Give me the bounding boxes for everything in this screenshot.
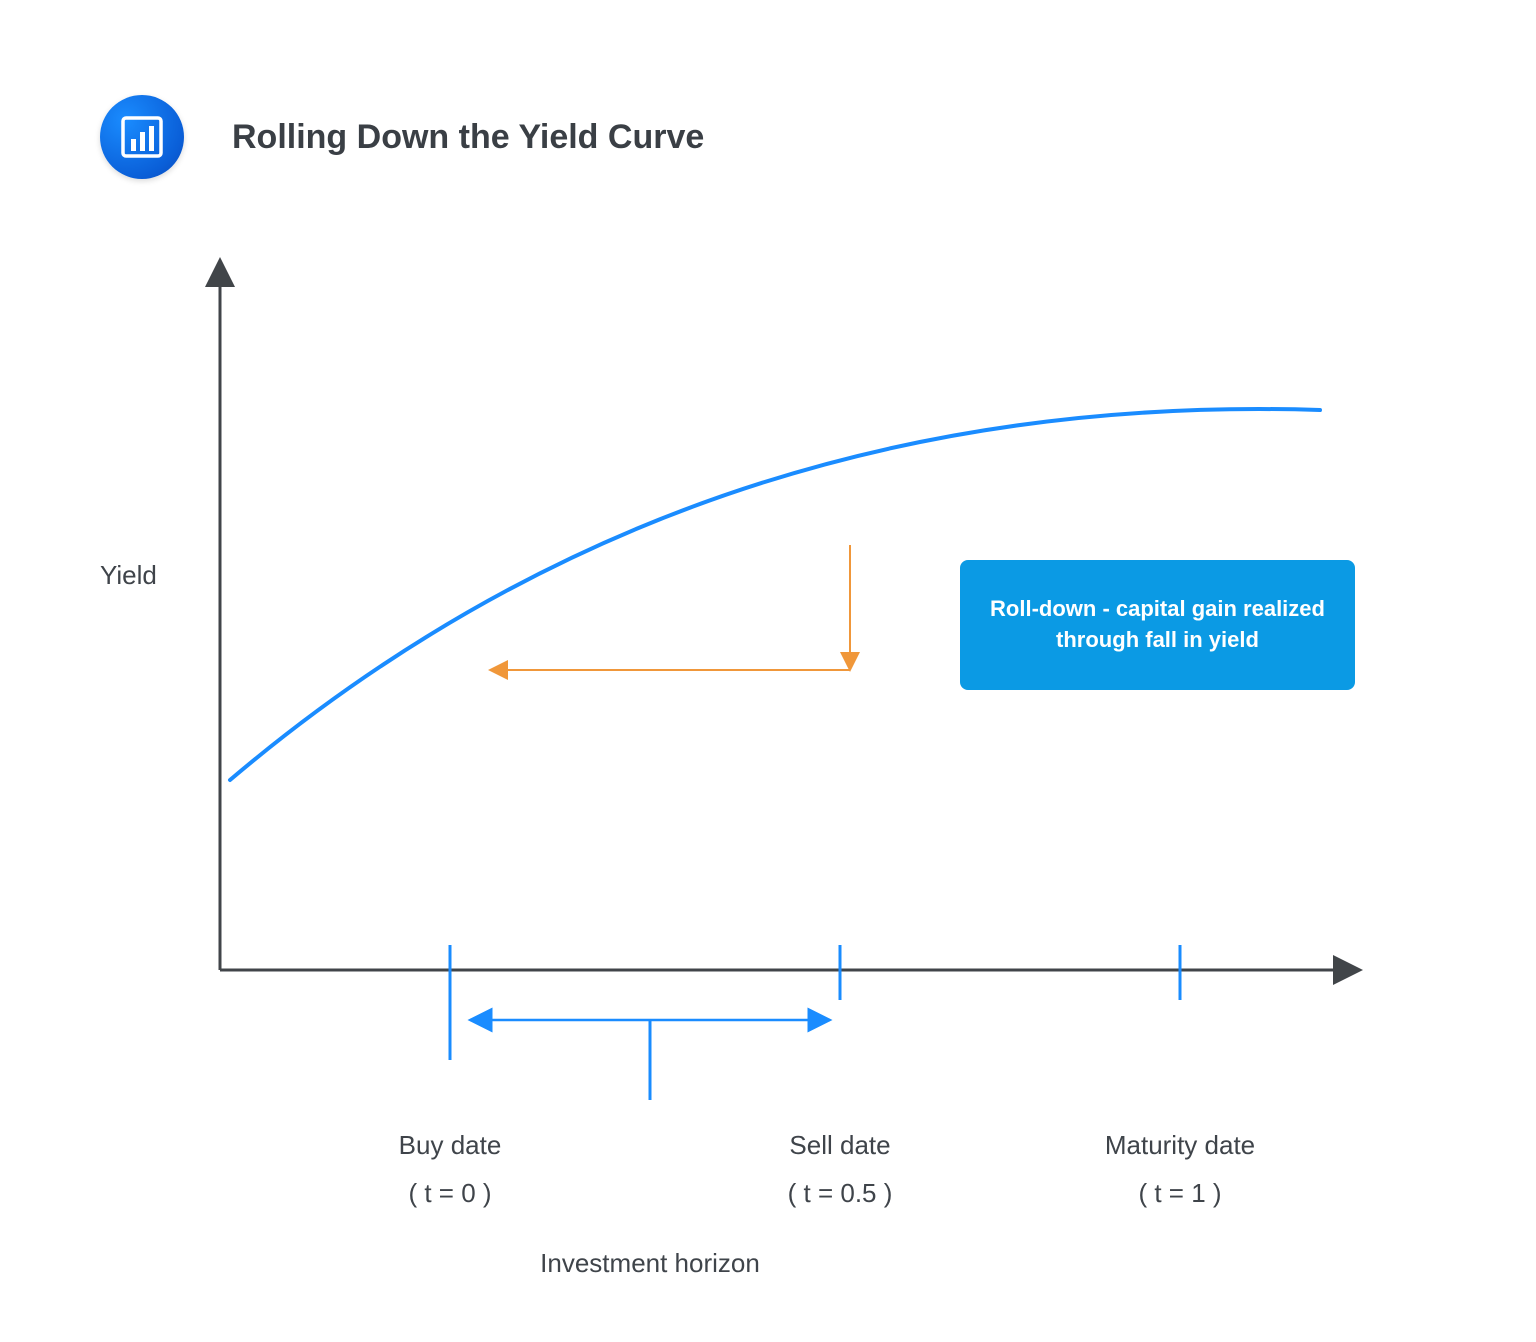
- x-label-buy: Buy date: [399, 1130, 502, 1161]
- x-label-maturity: Maturity date: [1105, 1130, 1255, 1161]
- chart: [90, 230, 1390, 1285]
- bar-chart-icon: [100, 95, 184, 179]
- page: Rolling Down the Yield Curve Yield Roll-…: [0, 0, 1536, 1342]
- x-sublabel-sell: ( t = 0.5 ): [788, 1178, 893, 1209]
- page-title: Rolling Down the Yield Curve: [232, 118, 704, 157]
- callout-text: Roll-down - capital gain realized throug…: [984, 594, 1331, 656]
- x-label-sell: Sell date: [789, 1130, 890, 1161]
- chart-svg: [90, 230, 1390, 1280]
- investment-horizon-label: Investment horizon: [540, 1248, 760, 1279]
- rolldown-callout: Roll-down - capital gain realized throug…: [960, 560, 1355, 690]
- header: Rolling Down the Yield Curve: [100, 95, 704, 179]
- x-sublabel-buy: ( t = 0 ): [408, 1178, 491, 1209]
- x-sublabel-maturity: ( t = 1 ): [1138, 1178, 1221, 1209]
